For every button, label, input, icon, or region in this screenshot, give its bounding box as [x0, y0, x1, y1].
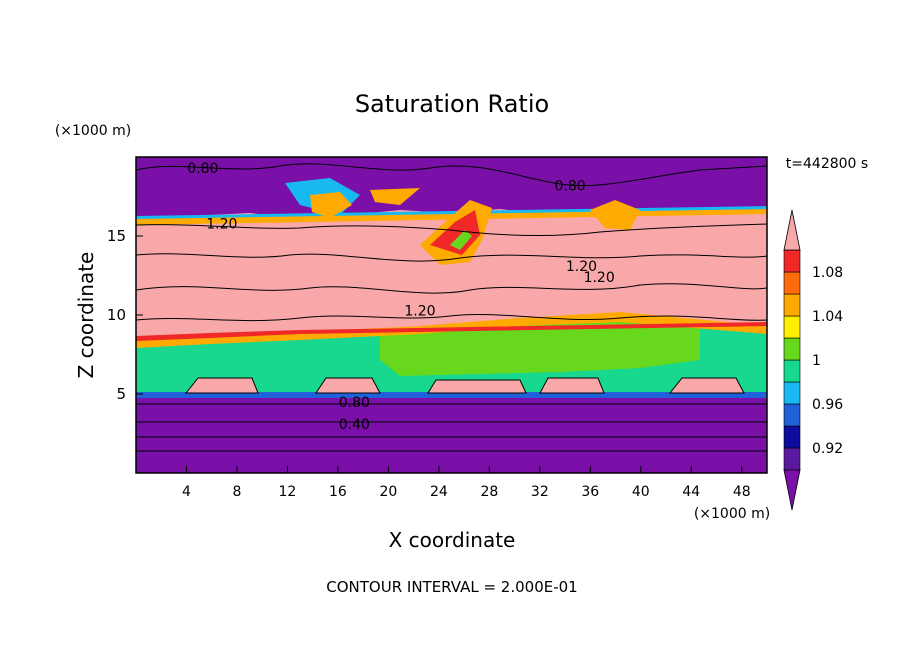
cap-2 — [315, 377, 381, 394]
time-label: t=442800 s — [786, 156, 868, 172]
contour-label: 1.20 — [584, 270, 615, 286]
colorbar-segment — [783, 249, 801, 273]
plot-area: 0.800.801.201.201.201.200.800.40 — [136, 157, 767, 473]
plume-orange-10 — [310, 192, 352, 218]
y-tick-label: 10 — [107, 306, 126, 324]
x-tick-label: 48 — [733, 484, 751, 500]
y-axis-label: Z coordinate — [74, 252, 98, 379]
colorbar: 0.92 0.96 1 1.04 1.08 — [783, 209, 843, 511]
colorbar-segment — [783, 315, 801, 339]
layer-supersaturated — [136, 209, 767, 345]
cap-3 — [427, 379, 527, 394]
y-axis: 5 10 15 — [107, 227, 143, 403]
colorbar-segment — [783, 293, 801, 317]
colorbar-segment — [783, 403, 801, 427]
y-tick-label: 15 — [107, 227, 126, 245]
x-tick-label: 12 — [279, 484, 297, 500]
colorbar-segment — [783, 337, 801, 361]
plume-orange-top — [370, 188, 420, 205]
x-tick-label: 8 — [232, 484, 241, 500]
contour-label: 0.80 — [339, 395, 370, 411]
colorbar-tick-label: 0.96 — [812, 397, 843, 413]
boundary-layer-band — [136, 392, 767, 398]
x-axis: 4 8 12 16 20 24 28 32 36 40 44 48 — [182, 466, 751, 500]
colorbar-segment — [783, 381, 801, 405]
colorbar-segment — [783, 271, 801, 295]
contour-label: 1.20 — [566, 259, 597, 275]
contour-label: 0.80 — [187, 161, 218, 177]
x-tick-label: 24 — [430, 484, 448, 500]
y-tick-label: 5 — [116, 385, 126, 403]
plume-red-24 — [430, 210, 480, 255]
colorbar-tick-label: 1.08 — [812, 265, 843, 281]
colorbar-tick-label: 0.92 — [812, 441, 843, 457]
y-unit-label: (×1000 m) — [55, 123, 131, 139]
x-unit-label: (×1000 m) — [694, 506, 770, 522]
colorbar-segment — [783, 359, 801, 383]
x-tick-label: 32 — [531, 484, 549, 500]
colorbar-over-arrow — [783, 209, 801, 251]
colorbar-under-arrow — [783, 469, 801, 511]
colorbar-segment — [783, 425, 801, 449]
contour-label: 1.20 — [206, 216, 237, 232]
plume-orange-36 — [590, 200, 640, 230]
chart-title: Saturation Ratio — [355, 90, 549, 118]
contour-interval-note: CONTOUR INTERVAL = 2.000E-01 — [326, 578, 577, 596]
x-tick-label: 28 — [480, 484, 498, 500]
layer-lower-dry — [136, 394, 767, 473]
cap-5 — [668, 377, 745, 394]
cap-4 — [539, 377, 605, 394]
contour-label: 1.20 — [404, 303, 435, 319]
contour-label: 0.40 — [339, 417, 370, 433]
colorbar-segment — [783, 447, 801, 471]
plume-green-24 — [450, 230, 472, 250]
colorbar-tick-label: 1 — [812, 353, 821, 369]
x-axis-label: X coordinate — [389, 528, 516, 552]
cap-1 — [184, 377, 259, 394]
contour-label: 0.80 — [555, 178, 586, 194]
x-tick-label: 16 — [329, 484, 347, 500]
colorbar-tick-label: 1.04 — [812, 309, 843, 325]
x-tick-label: 44 — [682, 484, 700, 500]
x-tick-label: 36 — [581, 484, 599, 500]
contour-lines — [136, 163, 767, 452]
x-tick-label: 4 — [182, 484, 191, 500]
contour-labels: 0.800.801.201.201.201.200.800.40 — [187, 161, 614, 433]
band-red-mid — [136, 322, 767, 341]
x-tick-label: 40 — [632, 484, 650, 500]
band-green — [380, 318, 700, 376]
x-tick-label: 20 — [379, 484, 397, 500]
